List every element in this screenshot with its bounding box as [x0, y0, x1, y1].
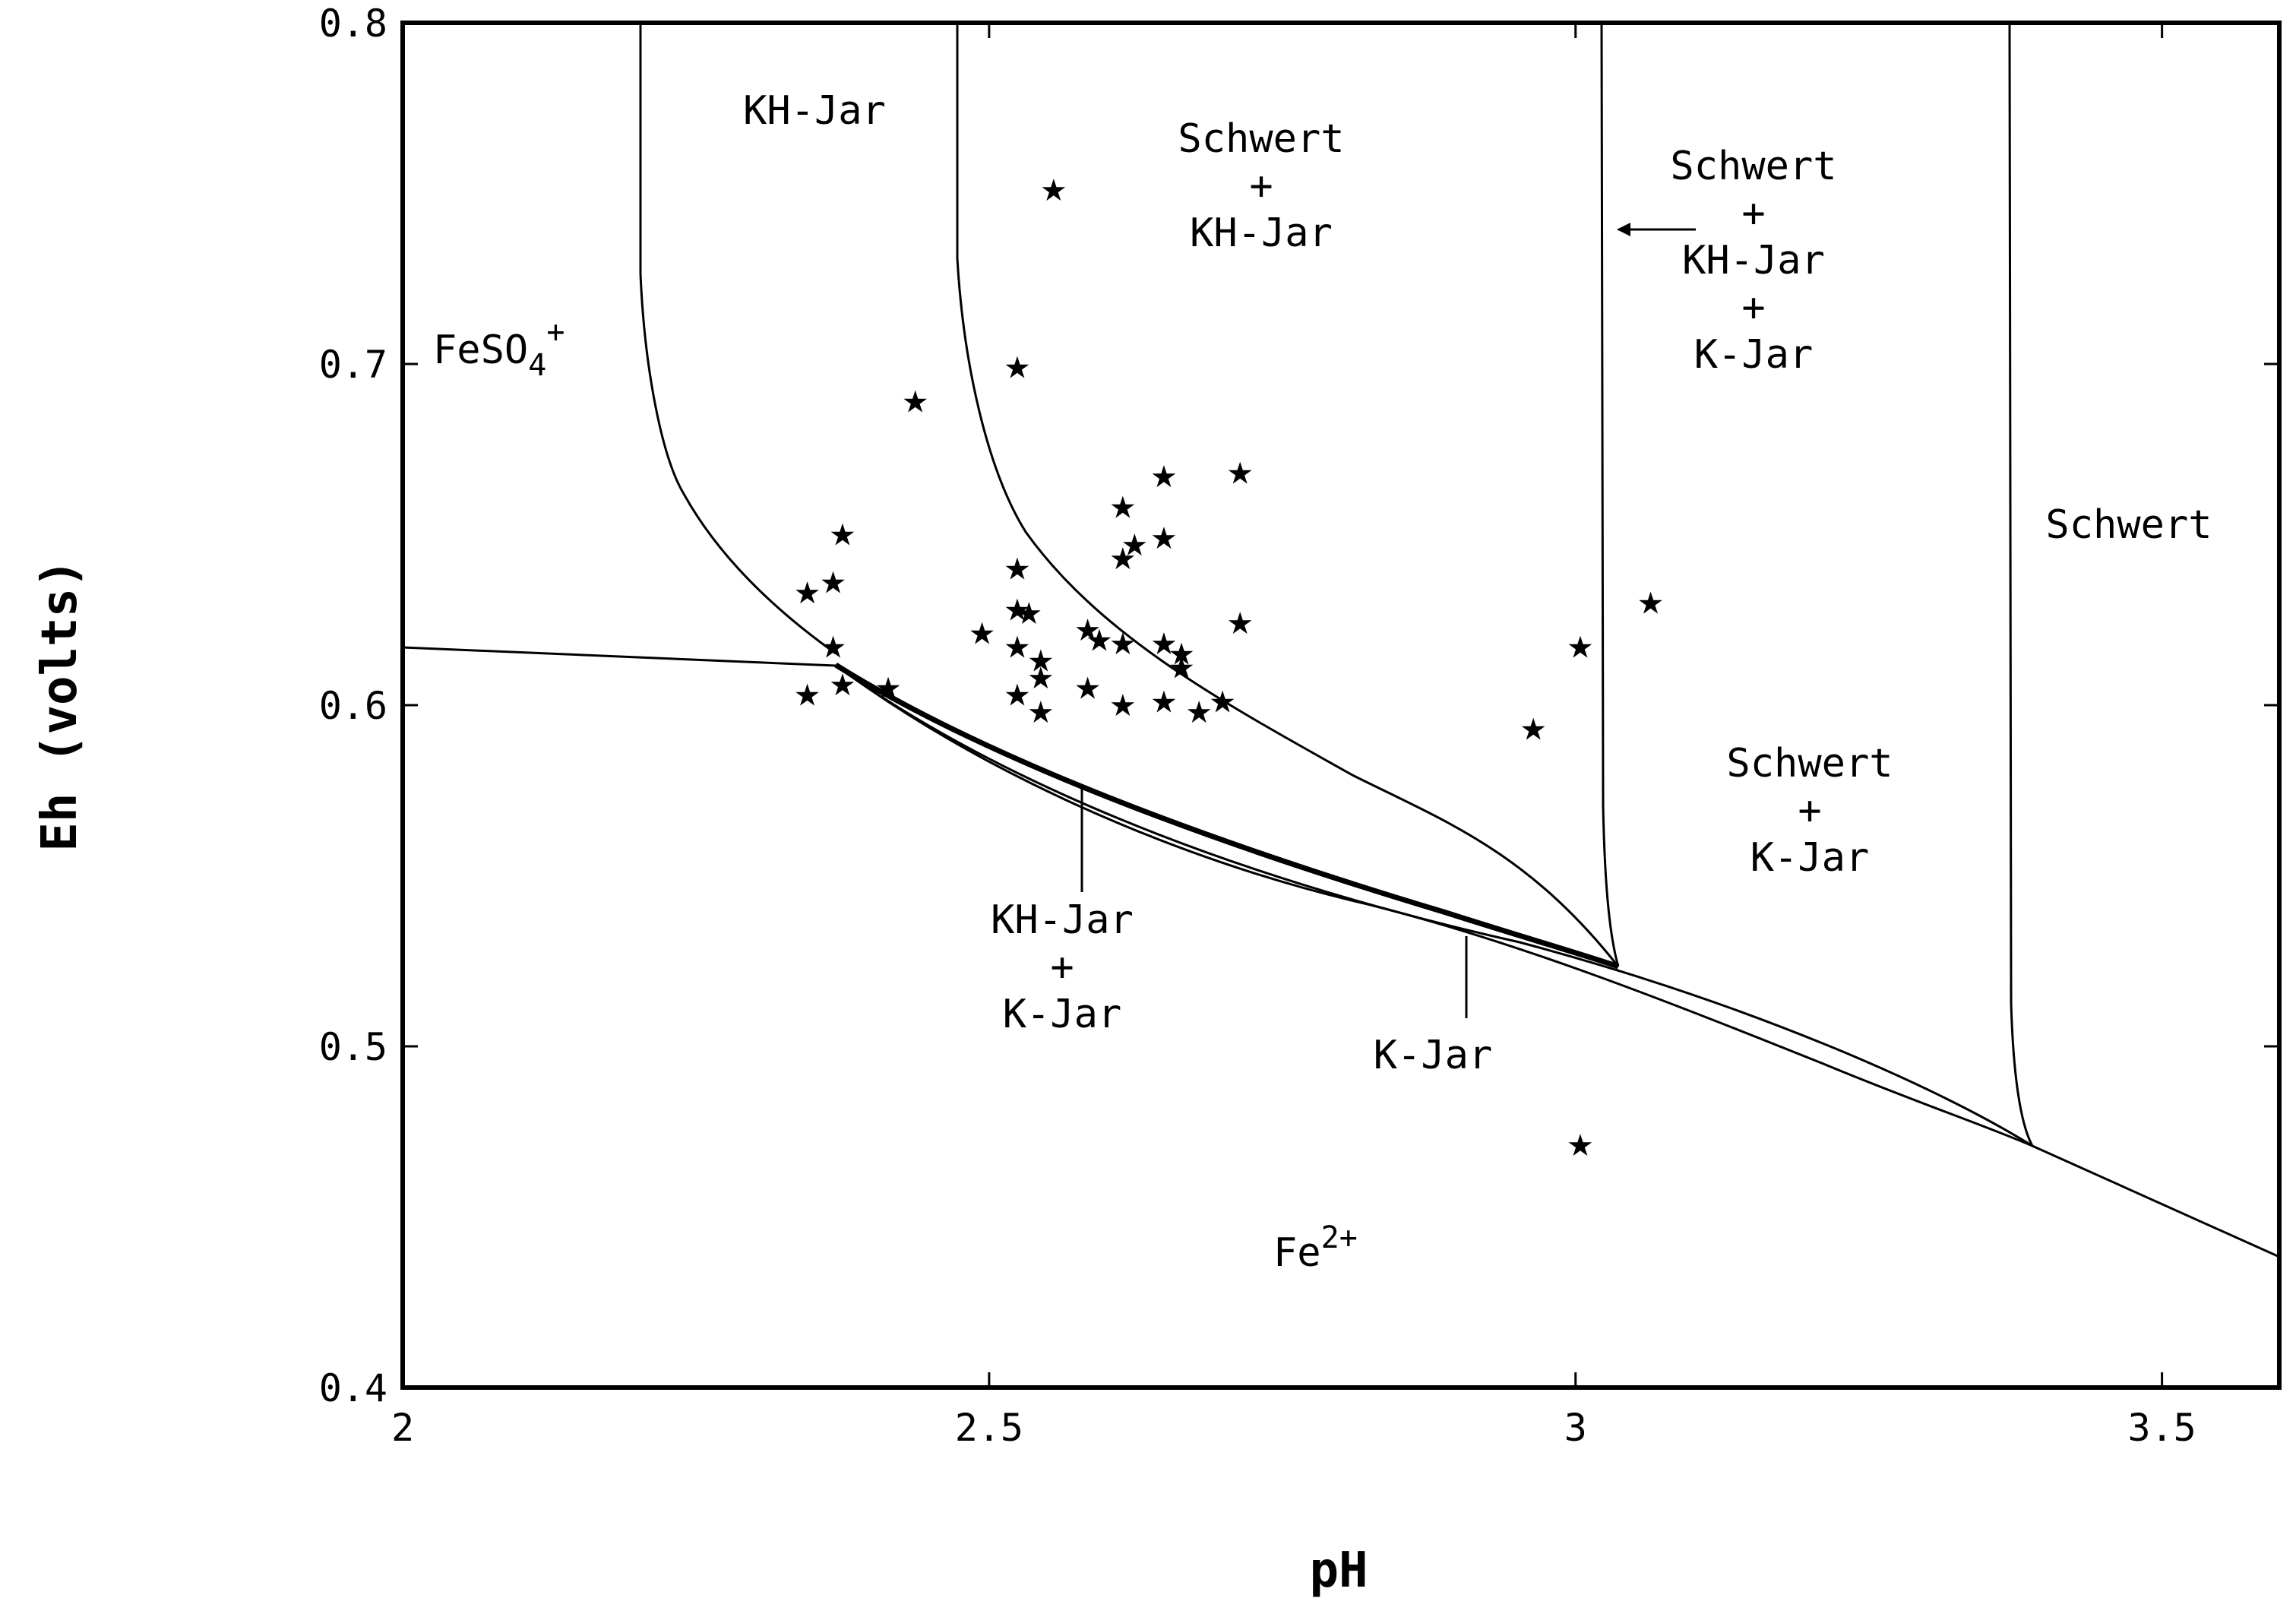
x-axis-ticks: 2 2.5 3 3.5	[391, 23, 2196, 1450]
boundary-fe2-lower	[835, 664, 2280, 1258]
label-feso4-sub: 4	[528, 348, 546, 383]
x-tick-label: 2.5	[955, 1406, 1023, 1450]
label-schwert-right: Schwert	[2045, 502, 2212, 548]
data-point: ★	[1109, 542, 1137, 577]
data-point: ★	[829, 668, 856, 703]
boundary-feso4-kh-jar	[639, 23, 836, 655]
data-point: ★	[1520, 712, 1547, 747]
data-point: ★	[1567, 631, 1594, 666]
data-point: ★	[1004, 350, 1031, 385]
data-point: ★	[1150, 685, 1178, 720]
data-point: ★	[1168, 651, 1195, 686]
phase-boundaries	[402, 22, 2280, 1258]
label-feso4-main: FeSO	[433, 328, 528, 373]
data-point: ★	[1086, 624, 1113, 659]
data-point: ★	[1226, 606, 1254, 641]
label-schwert-kjar-2: +	[1798, 788, 1821, 834]
label-khjar-kjar-2: +	[1050, 945, 1074, 990]
label-fe2-sup: 2+	[1321, 1220, 1358, 1255]
data-point: ★	[1150, 521, 1178, 556]
data-point: ★	[1637, 586, 1665, 621]
x-tick-label: 2	[391, 1406, 414, 1450]
data-point: ★	[1121, 528, 1148, 563]
data-point: ★	[829, 518, 856, 553]
data-point: ★	[1004, 593, 1031, 628]
data-point: ★	[1226, 457, 1254, 492]
data-point: ★	[794, 576, 821, 611]
label-schwert-khjar-3: KH-Jar	[1190, 210, 1333, 256]
arrow-head	[1617, 223, 1630, 236]
label-khjar-kjar-1: KH-Jar	[991, 897, 1134, 943]
data-point: ★	[1150, 460, 1178, 495]
label-feso4: FeSO4+	[433, 315, 565, 383]
y-tick-label: 0.8	[319, 2, 387, 46]
data-point: ★	[1109, 491, 1137, 526]
data-point: ★	[1168, 638, 1195, 672]
label-khjar-kjar-3: K-Jar	[1003, 992, 1122, 1037]
x-tick-label: 3.5	[2127, 1406, 2196, 1450]
data-point: ★	[1027, 661, 1055, 696]
data-point: ★	[820, 631, 847, 666]
data-point: ★	[902, 384, 929, 419]
x-tick-label: 3	[1564, 1406, 1587, 1450]
data-point: ★	[794, 679, 821, 714]
label-schwert-kjar-3: K-Jar	[1750, 835, 1870, 881]
label-feso4-sup: +	[546, 315, 565, 350]
y-axis-title: Eh (volts)	[32, 559, 88, 851]
boundary-kh-jar-schwert	[956, 23, 1620, 967]
data-point: ★	[1185, 695, 1213, 730]
label-schwert-khjar-2: +	[1249, 163, 1273, 209]
y-tick-label: 0.5	[319, 1025, 387, 1069]
data-point: ★	[1150, 627, 1178, 662]
boundary-schwert-vertical-3-4	[2008, 22, 2034, 1147]
data-point: ★	[1074, 672, 1102, 707]
data-points: ★★★★ ★★★★★★★★★★★ ★★ ★★★ ★★★★★★★★ ★ ★ ★ ★★ ★ ★ ★★★★★…	[794, 173, 1665, 1163]
data-point: ★	[1027, 644, 1055, 679]
boundary-kh-jar-k-jar	[834, 663, 1620, 970]
region-labels: KH-Jar Schwert + KH-Jar Schwert + KH-Jar…	[433, 88, 2212, 1276]
data-point: ★	[969, 617, 996, 652]
label-schwert-khjar-1: Schwert	[1178, 116, 1344, 162]
label-kh-jar-top: KH-Jar	[743, 88, 886, 134]
y-axis-ticks: 0.4 0.5 0.6 0.7 0.8	[319, 2, 2279, 1410]
data-point: ★	[1109, 627, 1137, 662]
data-point: ★	[1004, 552, 1031, 587]
data-point: ★	[1074, 613, 1102, 648]
label-three-phase-1: Schwert	[1670, 144, 1836, 189]
label-fe2: Fe2+	[1273, 1220, 1358, 1276]
y-tick-label: 0.6	[319, 684, 387, 728]
plot-frame	[400, 21, 2282, 1390]
data-point: ★	[1004, 679, 1031, 714]
data-point: ★	[820, 565, 847, 600]
label-three-phase-4: +	[1741, 285, 1765, 331]
y-tick-label: 0.7	[319, 343, 387, 387]
data-point: ★	[1004, 631, 1031, 666]
data-point: ★	[1015, 596, 1042, 631]
boundary-fe2-upper	[835, 663, 2033, 1147]
boundary-feso4-fe2	[402, 646, 836, 667]
y-tick-label: 0.4	[319, 1366, 387, 1410]
label-fe2-main: Fe	[1273, 1230, 1321, 1276]
data-point: ★	[1040, 173, 1067, 208]
data-point: ★	[1027, 695, 1055, 730]
data-point: ★	[1109, 688, 1137, 723]
label-three-phase-3: KH-Jar	[1682, 238, 1825, 283]
data-point: ★	[1567, 1128, 1594, 1163]
label-schwert-kjar-1: Schwert	[1726, 741, 1893, 786]
label-three-phase-2: +	[1741, 191, 1765, 236]
label-k-jar: K-Jar	[1374, 1033, 1493, 1078]
data-point: ★	[874, 672, 902, 707]
x-axis-title: pH	[1309, 1543, 1368, 1599]
data-point: ★	[1209, 685, 1236, 720]
label-three-phase-5: K-Jar	[1694, 332, 1814, 378]
boundary-schwert-vertical-3	[1600, 22, 1620, 967]
